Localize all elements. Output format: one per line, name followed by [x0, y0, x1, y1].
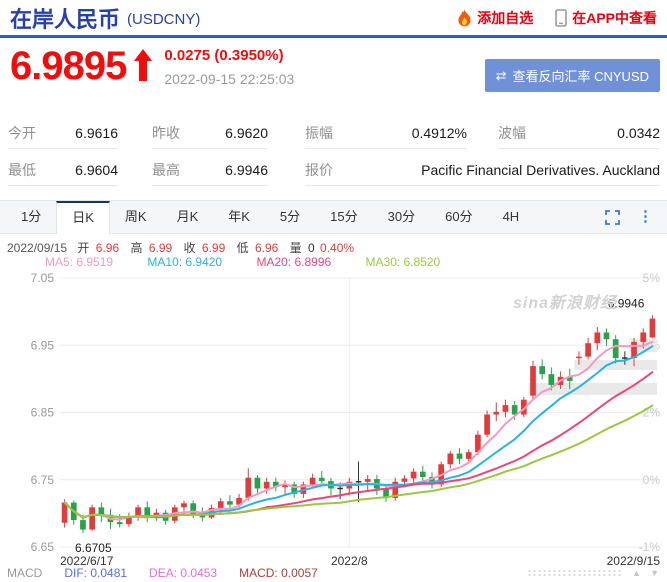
stat-label: 报价 — [305, 162, 333, 178]
volume-label: 量 — [289, 241, 302, 255]
add-watchlist-label: 添加自选 — [477, 9, 534, 26]
ohlc-info-line: 2022/09/15 开 6.96 高 6.99 收 6.99 低 6.96 量… — [7, 239, 355, 256]
stat-open: 今开 6.9616 — [8, 118, 118, 149]
tab-30min[interactable]: 30分 — [387, 209, 416, 224]
bar-date: 2022/09/15 — [7, 241, 68, 255]
svg-text:0%: 0% — [643, 473, 661, 487]
svg-text:2022/8: 2022/8 — [331, 554, 368, 568]
more-options-icon[interactable]: ⋮ — [638, 208, 653, 225]
svg-text:2%: 2% — [643, 406, 661, 420]
dea-value: DEA: 0.0453 — [149, 566, 218, 580]
macd-indicator-row: MACD DIF: 0.0481 DEA: 0.0453 MACD: 0.005… — [7, 566, 659, 580]
open-label: 开 — [77, 241, 90, 255]
high-label: 高 — [130, 241, 143, 255]
svg-text:6.65: 6.65 — [31, 540, 55, 554]
stat-label: 昨收 — [152, 125, 180, 141]
stat-value: 6.9946 — [225, 162, 268, 178]
stat-amplitude: 振幅 0.4912% — [305, 118, 467, 149]
period-tab-bar: 1分 日K 周K 月K 年K 5分 15分 30分 60分 4H ⋮ — [0, 200, 667, 234]
stat-high: 最高 6.9946 — [152, 155, 268, 186]
tab-4h[interactable]: 4H — [502, 209, 520, 224]
low-value: 6.96 — [254, 241, 279, 255]
stat-label: 波幅 — [498, 125, 526, 141]
page-header: 在岸人民币 (USDCNY) 添加自选 在APP中查看 — [0, 0, 667, 38]
triangle-up-icon[interactable]: ▲ — [632, 568, 642, 578]
tab-15min[interactable]: 15分 — [330, 209, 358, 224]
last-price: 6.9895 — [10, 44, 127, 88]
quote-block: 6.9895 0.0275 (0.3950%) 2022-09-15 22:25… — [10, 46, 294, 87]
reverse-rate-button[interactable]: ⇄ 查看反向汇率 CNYUSD — [484, 59, 660, 92]
close-label: 收 — [183, 241, 196, 255]
triangle-down-icon[interactable]: ▼ — [650, 568, 659, 578]
stat-value: 0.0342 — [617, 125, 660, 141]
ma30-legend: MA30: 6.8520 — [365, 255, 441, 269]
close-value: 6.99 — [201, 241, 226, 255]
ma-legend: MA5: 6.9519 MA10: 6.9420 MA20: 6.8996 MA… — [45, 255, 471, 269]
page-title: 在岸人民币 — [10, 6, 121, 32]
svg-text:6.75: 6.75 — [31, 473, 55, 487]
quote-stats: 今开 6.9616 昨收 6.9620 振幅 0.4912% 波幅 0.0342… — [0, 118, 667, 192]
stat-label: 最高 — [152, 162, 180, 178]
open-value: 6.96 — [95, 241, 120, 255]
fullscreen-icon[interactable] — [605, 209, 620, 225]
ma5-legend: MA5: 6.9519 — [45, 255, 114, 269]
low-label: 低 — [236, 241, 249, 255]
candlestick-chart[interactable]: 7.055%6.953%6.852%6.750%6.65-1%2022/6/17… — [0, 266, 667, 568]
svg-text:6.6705: 6.6705 — [75, 541, 112, 555]
stat-label: 最低 — [8, 162, 36, 178]
phone-icon — [555, 8, 568, 27]
svg-text:6.95: 6.95 — [31, 338, 55, 352]
svg-text:2022/9/15: 2022/9/15 — [607, 554, 661, 568]
change-column: 0.0275 (0.3950%) 2022-09-15 22:25:03 — [164, 47, 294, 87]
symbol-code: (USDCNY) — [127, 11, 201, 28]
stat-value: 6.9604 — [75, 162, 118, 178]
reverse-rate-label: 查看反向汇率 CNYUSD — [512, 69, 649, 84]
header-actions: 添加自选 在APP中查看 — [457, 8, 657, 28]
flame-icon — [458, 8, 471, 26]
up-arrow-icon — [134, 49, 153, 81]
ma20-legend: MA20: 6.8996 — [256, 255, 332, 269]
tab-60min[interactable]: 60分 — [445, 209, 473, 224]
stat-prev-close: 昨收 6.9620 — [152, 118, 268, 149]
stat-value: 6.9616 — [75, 125, 118, 141]
tab-1min[interactable]: 1分 — [21, 209, 42, 224]
stat-label: 振幅 — [305, 125, 333, 141]
svg-text:6.9946: 6.9946 — [608, 296, 645, 310]
macd-tab[interactable]: MACD — [7, 566, 43, 580]
dif-value: DIF: 0.0481 — [64, 566, 128, 580]
stat-value: 6.9620 — [225, 125, 268, 141]
svg-text:2022/6/17: 2022/6/17 — [60, 554, 114, 568]
percent-change-value: 0.40% — [320, 241, 355, 255]
stat-quote-source: 报价 Pacific Financial Derivatives. Auckla… — [305, 155, 660, 186]
quote-timestamp: 2022-09-15 22:25:03 — [164, 71, 295, 87]
svg-text:7.05: 7.05 — [31, 271, 55, 285]
view-in-app-button[interactable]: 在APP中查看 — [555, 8, 657, 28]
volume-value: 0 — [308, 241, 315, 255]
stat-label: 今开 — [8, 125, 36, 141]
stat-value: 0.4912% — [411, 125, 467, 141]
view-in-app-label: 在APP中查看 — [572, 9, 657, 26]
svg-text:5%: 5% — [643, 271, 661, 285]
macd-value: MACD: 0.0057 — [239, 566, 318, 580]
price-change: 0.0275 (0.3950%) — [164, 47, 284, 64]
tab-daily-k[interactable]: 日K — [56, 201, 110, 234]
tab-monthly-k[interactable]: 月K — [176, 209, 199, 224]
svg-text:-1%: -1% — [639, 540, 661, 554]
stat-range: 波幅 0.0342 — [498, 118, 660, 149]
high-value: 6.99 — [148, 241, 173, 255]
stat-value: Pacific Financial Derivatives. Auckland — [421, 162, 660, 178]
zoom-dots-slider[interactable] — [527, 569, 624, 577]
ma10-legend: MA10: 6.9420 — [147, 255, 223, 269]
swap-arrows-icon: ⇄ — [495, 67, 507, 83]
svg-text:6.85: 6.85 — [31, 406, 55, 420]
stat-low: 最低 6.9604 — [8, 155, 118, 186]
tab-weekly-k[interactable]: 周K — [124, 209, 147, 224]
add-watchlist-button[interactable]: 添加自选 — [457, 8, 533, 28]
tab-yearly-k[interactable]: 年K — [228, 209, 250, 224]
chart-toolbar: ⋮ — [605, 201, 667, 233]
tab-5min[interactable]: 5分 — [279, 209, 301, 224]
